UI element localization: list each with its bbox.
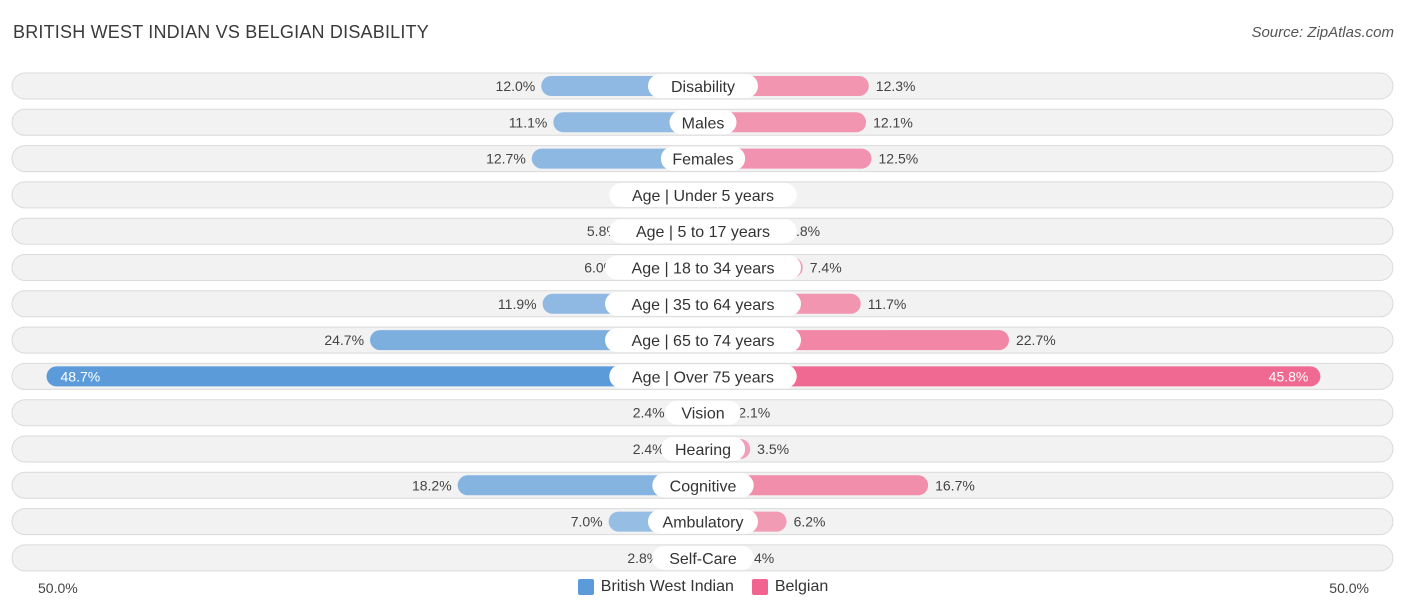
category-pill [648,74,758,98]
value-label-british-west-indian: 12.0% [496,78,536,94]
legend: British West Indian Belgian [0,578,1406,596]
value-label-british-west-indian: 2.8% [627,550,659,566]
value-label-belgian: 3.5% [757,441,789,457]
category-label: Hearing [675,442,731,459]
category-label: Vision [681,406,724,423]
value-label-british-west-indian: 2.4% [633,405,665,421]
value-label-belgian: 12.3% [876,78,916,94]
legend-label-belgian: Belgian [774,578,829,595]
value-label-belgian: 7.4% [810,260,842,276]
chart-title: BRITISH WEST INDIAN VS BELGIAN DISABILIT… [13,22,429,42]
value-label-british-west-indian: 48.7% [61,368,101,384]
category-label: Females [672,152,733,169]
category-pill [648,509,758,534]
category-label: Self-Care [669,551,737,568]
category-pill [609,219,797,244]
value-label-british-west-indian: 11.1% [509,114,548,130]
category-pill [605,291,801,316]
value-label-british-west-indian: 24.7% [324,332,364,348]
category-label: Ambulatory [663,515,744,532]
category-label: Age | 35 to 64 years [632,297,775,314]
value-label-british-west-indian: 11.9% [498,296,537,312]
legend-swatch-belgian [751,579,768,595]
bar-belgian [703,475,929,496]
value-label-belgian: 22.7% [1016,332,1056,348]
bar-british-west-indian [553,112,703,133]
category-pill [660,437,746,461]
value-label-belgian: 45.8% [1269,368,1309,384]
value-label-belgian: 12.1% [873,114,913,130]
category-pill [605,255,801,280]
value-label-british-west-indian: 18.2% [412,477,452,493]
diverging-bar-chart: 12.0% 12.3% Disability 11.1% 12.1% Males 12.7%… [11,72,1394,572]
category-pill [660,146,746,171]
category-label: Age | 18 to 34 years [632,261,775,278]
category-pill [609,364,797,389]
value-label-british-west-indian: 7.0% [571,514,603,530]
legend-item-british-west-indian[interactable]: British West Indian [577,578,734,596]
category-label: Age | Over 75 years [632,369,774,386]
value-label-belgian: 16.7% [935,477,975,493]
category-pill [652,473,754,498]
category-pill [669,110,737,135]
legend-swatch-british-west-indian [577,579,594,595]
bar-british-west-indian [46,366,704,387]
category-pill [609,182,797,207]
bar-belgian [703,366,1321,387]
axis-left-label: 50.0% [38,580,78,596]
category-label: Disability [671,79,735,96]
bar-british-west-indian [457,475,703,496]
value-label-belgian: 5.8% [788,223,820,239]
value-label-belgian: 11.7% [868,296,907,312]
category-label: Cognitive [670,478,737,495]
axis-right-label: 50.0% [1329,580,1369,596]
legend-label-british-west-indian: British West Indian [600,578,734,595]
category-label: Age | 5 to 17 years [636,224,770,241]
bar-belgian [703,112,867,133]
category-pill [652,545,754,570]
bar-british-west-indian [531,148,703,169]
category-pill [665,400,741,425]
source-credit: Source: ZipAtlas.com [1251,24,1394,41]
value-label-belgian: 2.1% [738,405,770,421]
value-label-british-west-indian: 2.4% [633,441,665,457]
category-pill [605,328,801,353]
value-label-british-west-indian: 12.7% [486,151,526,167]
value-label-belgian: 12.5% [879,151,919,167]
bar-belgian [703,148,872,169]
category-label: Age | 65 to 74 years [632,333,775,350]
category-label: Males [682,115,725,132]
value-label-belgian: 6.2% [794,514,826,530]
category-label: Age | Under 5 years [632,188,774,205]
legend-item-belgian[interactable]: Belgian [751,578,829,596]
